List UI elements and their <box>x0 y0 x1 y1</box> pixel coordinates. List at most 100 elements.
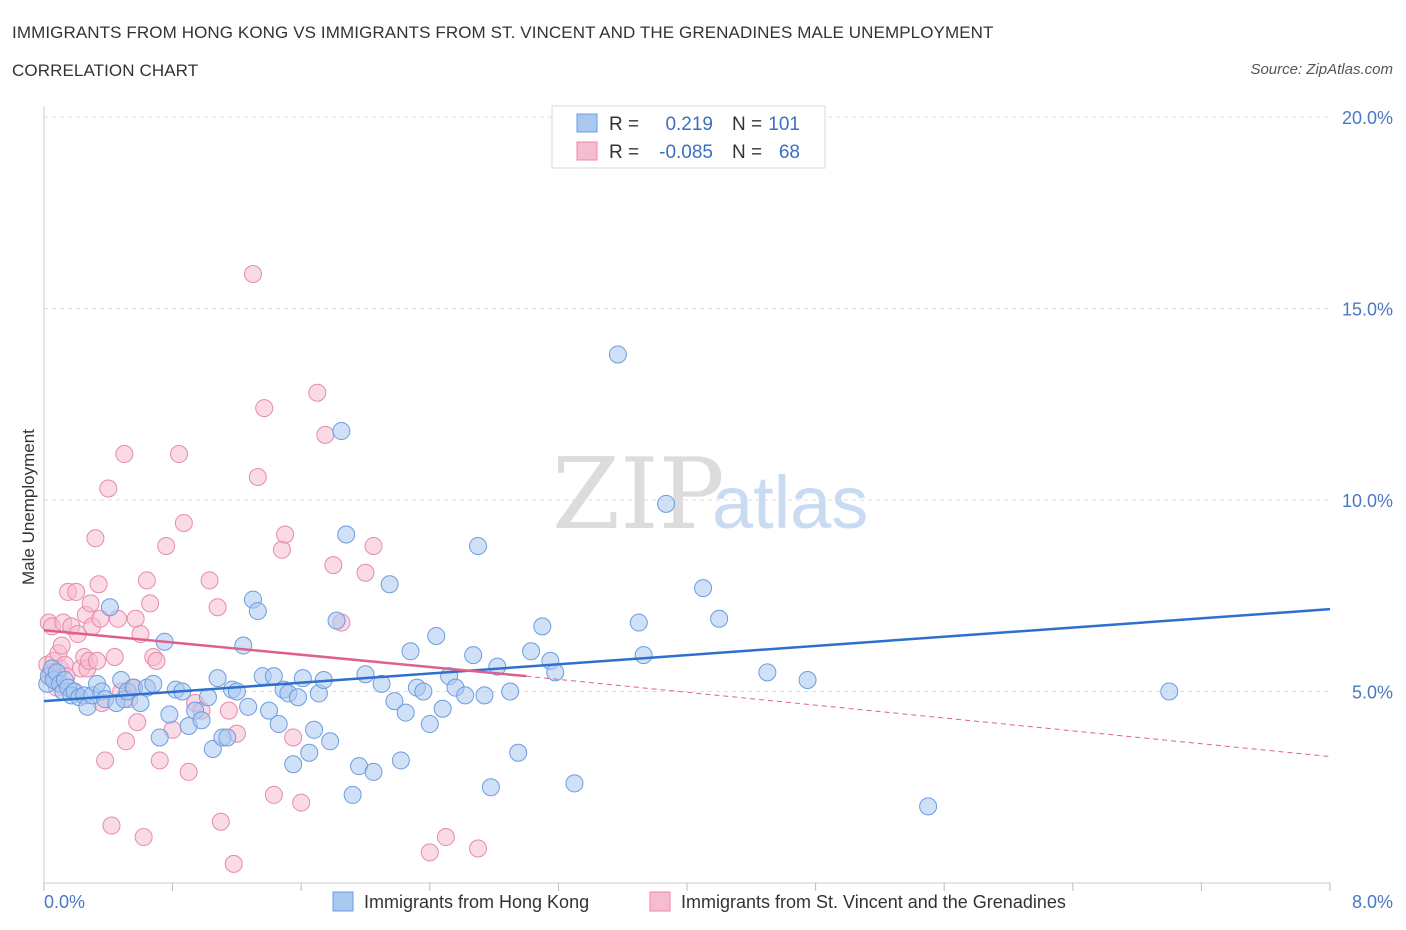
point-hk <box>234 636 253 655</box>
point-svg <box>126 609 145 628</box>
point-svg <box>150 751 169 770</box>
x-tick-label-min: 0.0% <box>44 892 85 912</box>
point-svg <box>248 468 267 487</box>
point-hk <box>364 762 383 781</box>
point-hk <box>239 697 258 716</box>
x-tick-label-max: 8.0% <box>1352 892 1393 912</box>
y-tick-label: 5.0% <box>1352 683 1393 703</box>
point-svg <box>208 598 227 617</box>
point-hk <box>269 715 288 734</box>
point-svg <box>243 265 262 284</box>
point-hk <box>634 646 653 665</box>
point-hk <box>1160 682 1179 701</box>
point-hk <box>488 657 507 676</box>
point-svg <box>86 529 105 548</box>
point-svg <box>224 854 243 873</box>
point-hk <box>608 345 627 364</box>
point-svg <box>219 701 238 720</box>
series-legend: Immigrants from Hong Kong Immigrants fro… <box>332 891 1066 912</box>
legend-n-value-svg: 68 <box>779 142 800 163</box>
point-svg <box>157 536 176 555</box>
point-hk <box>546 663 565 682</box>
point-hk <box>208 669 227 688</box>
point-hk <box>227 682 246 701</box>
point-hk <box>100 598 119 617</box>
source-label: Source: ZipAtlas.com <box>1250 61 1393 78</box>
point-svg <box>255 399 274 418</box>
point-svg <box>128 713 147 732</box>
point-hk <box>657 494 676 513</box>
point-hk <box>565 774 584 793</box>
legend-swatch-svg <box>576 141 598 161</box>
point-hk <box>372 674 391 693</box>
point-svg <box>170 445 189 464</box>
point-svg <box>292 793 311 812</box>
point-svg <box>364 536 383 555</box>
point-svg <box>316 425 335 444</box>
point-hk <box>694 579 713 598</box>
watermark-zip: ZIP <box>552 438 725 552</box>
legend-n-value-hk: 101 <box>768 114 800 135</box>
point-hk <box>218 728 237 747</box>
y-tick-label: 15.0% <box>1342 300 1393 320</box>
chart-title-line2: CORRELATION CHART <box>12 61 199 80</box>
point-svg <box>102 816 121 835</box>
legend-r-label-svg: R = <box>609 142 639 163</box>
point-hk <box>533 617 552 636</box>
point-hk <box>356 665 375 684</box>
point-svg <box>147 651 166 670</box>
bottom-legend-swatch-svg <box>649 891 671 912</box>
point-hk <box>396 703 415 722</box>
point-svg <box>276 525 295 544</box>
point-svg <box>105 648 124 667</box>
y-tick-labels: 5.0% 10.0% 15.0% 20.0% <box>1342 108 1393 703</box>
point-hk <box>758 663 777 682</box>
point-hk <box>401 642 420 661</box>
point-hk <box>469 536 488 555</box>
point-hk <box>385 692 404 711</box>
point-svg <box>116 732 135 751</box>
point-hk <box>144 674 163 693</box>
point-svg <box>96 751 115 770</box>
point-hk <box>150 728 169 747</box>
point-svg <box>52 636 71 655</box>
chart-title-line1: IMMIGRANTS FROM HONG KONG VS IMMIGRANTS … <box>12 23 994 42</box>
legend-r-value-hk: 0.219 <box>665 114 713 135</box>
point-svg <box>89 575 108 594</box>
point-svg <box>137 571 156 590</box>
point-svg <box>264 785 283 804</box>
point-hk <box>160 705 179 724</box>
point-hk <box>420 715 439 734</box>
point-svg <box>141 594 160 613</box>
series-svg-points <box>38 265 488 873</box>
point-svg <box>356 563 375 582</box>
bottom-legend-label-svg: Immigrants from St. Vincent and the Gren… <box>681 892 1066 912</box>
point-svg <box>179 762 198 781</box>
bottom-legend-swatch-hk <box>332 891 354 912</box>
trend-line-svg-extension <box>526 675 1331 758</box>
point-svg <box>308 383 327 402</box>
trend-lines <box>43 607 1331 758</box>
y-tick-label: 10.0% <box>1342 491 1393 511</box>
point-svg <box>99 479 118 498</box>
point-hk <box>919 797 938 816</box>
point-svg <box>67 582 86 601</box>
point-hk <box>629 613 648 632</box>
trend-line-svg <box>43 628 527 678</box>
point-hk <box>260 701 279 720</box>
x-tick-marks <box>43 883 1331 891</box>
point-hk <box>481 778 500 797</box>
point-svg <box>91 609 110 628</box>
grid-lines <box>44 116 1330 692</box>
correlation-legend: R = 0.219 N = 101 R = -0.085 N = 68 <box>551 105 826 169</box>
point-svg <box>115 445 134 464</box>
point-hk <box>464 646 483 665</box>
point-hk <box>337 525 356 544</box>
point-hk <box>427 626 446 645</box>
point-svg <box>174 513 193 532</box>
point-hk <box>321 732 340 751</box>
point-svg <box>284 728 303 747</box>
point-hk <box>522 642 541 661</box>
legend-r-value-svg: -0.085 <box>659 142 713 163</box>
